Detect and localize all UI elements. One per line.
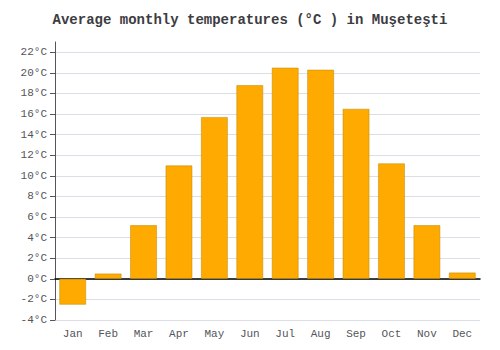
svg-text:0°C: 0°C bbox=[27, 273, 47, 285]
svg-text:Mar: Mar bbox=[134, 328, 154, 340]
svg-text:16°C: 16°C bbox=[21, 108, 48, 120]
svg-text:Nov: Nov bbox=[417, 328, 437, 340]
svg-text:8°C: 8°C bbox=[27, 190, 47, 202]
svg-text:14°C: 14°C bbox=[21, 129, 48, 141]
svg-text:-2°C: -2°C bbox=[21, 293, 48, 305]
svg-text:Sep: Sep bbox=[346, 328, 366, 340]
svg-text:Jun: Jun bbox=[240, 328, 260, 340]
svg-text:2°C: 2°C bbox=[27, 252, 47, 264]
svg-text:20°C: 20°C bbox=[21, 67, 48, 79]
svg-text:Jul: Jul bbox=[275, 328, 295, 340]
svg-text:Feb: Feb bbox=[98, 328, 118, 340]
svg-text:-4°C: -4°C bbox=[21, 314, 48, 326]
svg-text:Apr: Apr bbox=[169, 328, 189, 340]
svg-text:Dec: Dec bbox=[452, 328, 472, 340]
svg-text:12°C: 12°C bbox=[21, 149, 48, 161]
svg-text:4°C: 4°C bbox=[27, 232, 47, 244]
svg-text:Oct: Oct bbox=[382, 328, 402, 340]
svg-text:18°C: 18°C bbox=[21, 87, 48, 99]
svg-text:May: May bbox=[204, 328, 224, 340]
svg-text:Aug: Aug bbox=[311, 328, 331, 340]
svg-text:6°C: 6°C bbox=[27, 211, 47, 223]
svg-text:22°C: 22°C bbox=[21, 46, 48, 58]
svg-text:Average monthly temperatures (: Average monthly temperatures (°C ) in Mu… bbox=[53, 12, 448, 28]
svg-text:Jan: Jan bbox=[63, 328, 83, 340]
svg-text:10°C: 10°C bbox=[21, 170, 48, 182]
